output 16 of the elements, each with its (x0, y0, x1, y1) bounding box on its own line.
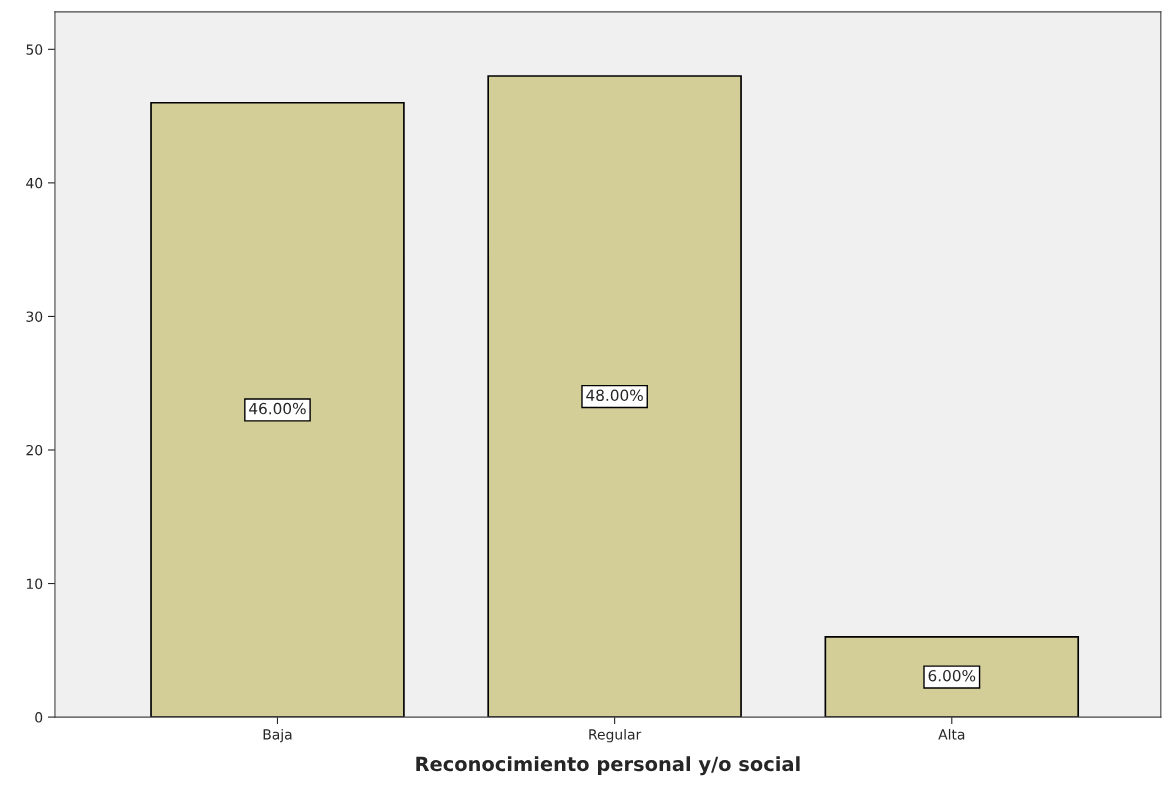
y-tick-label: 40 (26, 177, 43, 189)
bar (150, 101, 405, 718)
y-tick-label: 50 (26, 44, 43, 55)
y-tick-label: 20 (26, 444, 43, 456)
y-tick-label: 0 (35, 712, 43, 723)
x-tick-label: Alta (938, 728, 965, 740)
bar (487, 75, 742, 718)
data-label: 6.00% (928, 669, 976, 682)
data-label: 48.00% (586, 389, 643, 401)
x-tick-label: Regular (589, 728, 642, 743)
x-tick-label: Baja (263, 728, 292, 743)
data-label: 46.00% (249, 402, 306, 415)
x-axis-title: Reconocimiento personal y/o social (416, 756, 800, 776)
y-tick-label: 30 (26, 311, 43, 322)
bar (824, 636, 1080, 718)
y-tick-label: 10 (26, 578, 43, 590)
